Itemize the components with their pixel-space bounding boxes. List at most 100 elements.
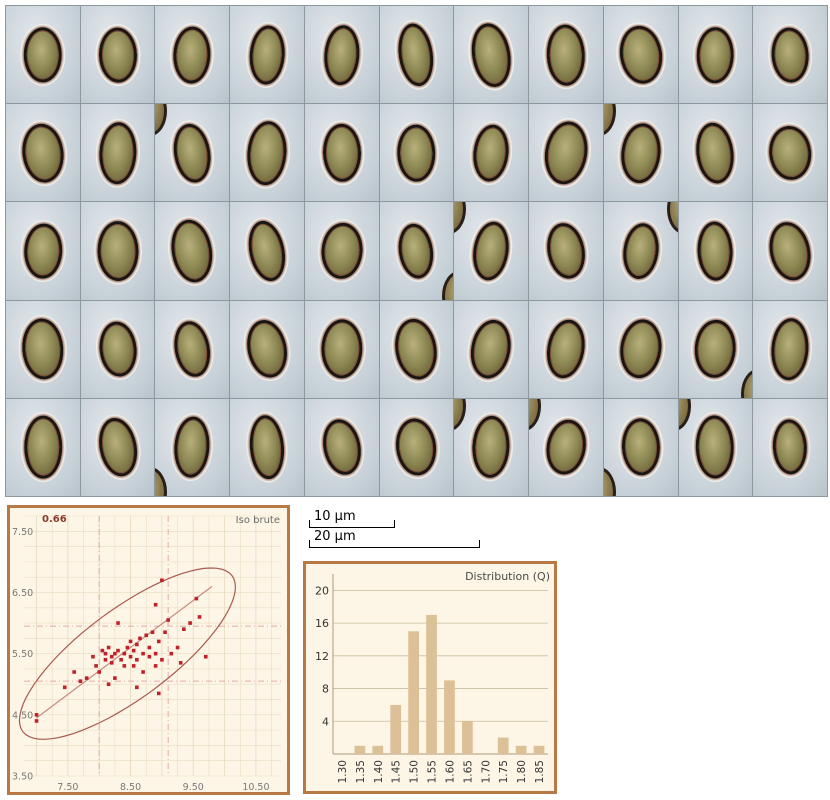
spore-photo-tile [453, 5, 530, 105]
data-point [144, 633, 149, 638]
spore-photo-tile [602, 5, 679, 105]
scatter-plot: 7.50 8.50 9.50 10.50 3.50 4.50 5.50 6.50 7.50 Is… [12, 514, 281, 793]
x-tick-label: 1.80 [516, 760, 528, 783]
x-tick-label: 1.50 [409, 760, 421, 783]
x-tick-label: 1.40 [373, 760, 385, 783]
x-tick-label: 9.50 [183, 782, 204, 792]
data-point [106, 645, 111, 650]
scatter-plot-panel: 7.50 8.50 9.50 10.50 3.50 4.50 5.50 6.50 7.50 Is… [7, 505, 290, 795]
spore-photo-tile [602, 397, 679, 497]
data-point [153, 602, 158, 607]
x-tick-label: 1.45 [391, 760, 403, 783]
scale-bar-10um-label: 10 µm [314, 509, 356, 524]
spore-photo-tile [79, 201, 156, 301]
spore-photo-tile [528, 201, 604, 301]
data-point [131, 664, 136, 668]
spore-photo-tile [229, 103, 305, 203]
spore-photo-tile [79, 397, 156, 497]
data-point [178, 661, 183, 665]
data-point [122, 651, 127, 656]
spore-photo-tile [154, 201, 231, 301]
data-point [141, 651, 145, 656]
data-point [109, 661, 114, 665]
data-point [103, 657, 108, 662]
spore-photo-tile [5, 103, 81, 203]
data-point [153, 664, 158, 668]
data-point [135, 642, 139, 647]
spore-photo-tile [528, 103, 604, 203]
stray-spore [678, 398, 691, 431]
data-point [128, 654, 133, 659]
y-tick-label: 7.50 [12, 527, 33, 538]
spore-photo-tile [677, 5, 754, 105]
spore-photo-tile [752, 397, 828, 497]
confidence-ellipse [18, 567, 237, 740]
spore-photo-tile [602, 103, 679, 203]
spore-photo-tile [5, 299, 81, 399]
y-tick-label: 5.50 [12, 649, 33, 660]
data-point [147, 654, 152, 659]
spore [696, 26, 735, 83]
spore-photo-tile [752, 5, 828, 105]
scale-bar-20um-label: 20 µm [314, 529, 356, 544]
scatter-title: Iso brute [236, 515, 280, 526]
data-point [169, 651, 174, 656]
histogram: 4 8 12 16 20 1.30 1.35 1.40 1.45 1.50 1.55 1.60 1.65… [315, 570, 550, 783]
data-point [103, 651, 108, 656]
spore-photo-tile [303, 397, 380, 497]
spore-photo-tile [303, 5, 380, 105]
histogram-bar [354, 745, 366, 754]
spore-photo-tile [303, 299, 380, 399]
data-point [135, 685, 139, 690]
histogram-bar [408, 631, 419, 754]
spore-photo-tile [528, 397, 604, 497]
spore-photo-tile [154, 103, 231, 203]
spore-photo-tile [154, 5, 231, 105]
spore-photo-tile [602, 299, 679, 399]
spore-photo-tile [79, 103, 156, 203]
stray-spore [603, 466, 616, 496]
data-point [84, 676, 89, 680]
data-point [97, 670, 102, 674]
data-point [125, 645, 130, 650]
x-tick-label: 1.35 [355, 760, 367, 783]
stray-spore [454, 398, 467, 431]
histogram-bar [444, 680, 455, 754]
x-tick-label: 1.70 [480, 760, 492, 783]
data-point [78, 679, 83, 683]
spore-photo-tile [528, 299, 604, 399]
spore-photo-tile [229, 299, 305, 399]
x-tick-label: 10.50 [242, 782, 269, 792]
data-point [160, 657, 164, 662]
scale-bar-10um [309, 520, 395, 528]
spore-photo-tile [154, 299, 231, 399]
data-point [34, 713, 39, 717]
spore-photo-tile [229, 5, 305, 105]
spore [24, 415, 62, 479]
data-point [141, 670, 145, 674]
data-point [150, 630, 155, 635]
spore [96, 220, 139, 282]
data-point [113, 676, 117, 680]
data-point [113, 651, 117, 656]
spore-photo-tile [677, 103, 754, 203]
spore-photo-tile [79, 299, 156, 399]
spore [97, 26, 138, 83]
stray-spore [155, 104, 168, 137]
spore-photo-tile [752, 299, 828, 399]
histogram-bar [497, 737, 509, 754]
y-tick-label: 3.50 [12, 772, 33, 783]
spore-photo-tile [378, 5, 455, 105]
data-point [106, 682, 111, 687]
data-point [119, 657, 123, 662]
data-point [194, 596, 199, 601]
y-tick-label: 12 [315, 650, 329, 663]
spore-photo-tile [528, 5, 604, 105]
spore-photo-tile [5, 5, 81, 105]
data-point [116, 648, 120, 653]
histogram-panel: 4 8 12 16 20 1.30 1.35 1.40 1.45 1.50 1.55 1.60 1.65… [303, 561, 557, 794]
x-tick-label: 1.30 [337, 760, 349, 783]
data-point [94, 664, 98, 668]
spore-photo-tile [5, 397, 81, 497]
spore-photo-tile [303, 201, 380, 301]
